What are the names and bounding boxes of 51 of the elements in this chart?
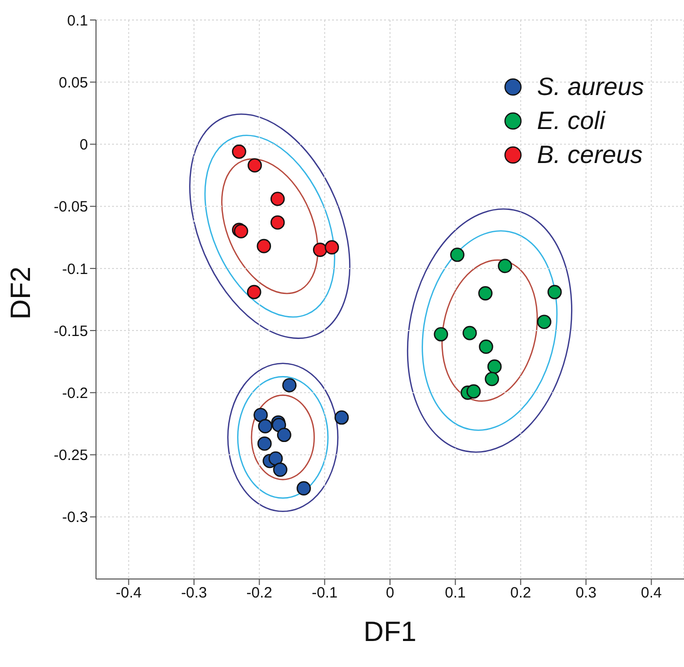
- legend-label: B. cereus: [536, 140, 643, 171]
- x-tick-label: -0.4: [116, 584, 142, 602]
- legend-label: E. coli: [536, 106, 606, 137]
- x-tick-label: 0.4: [640, 584, 662, 602]
- point: [434, 327, 448, 342]
- point: [282, 378, 297, 392]
- point: [246, 284, 262, 300]
- point: [334, 410, 349, 425]
- point: [296, 481, 311, 496]
- x-tick-label: 0.1: [444, 584, 466, 602]
- point: [270, 215, 285, 230]
- x-tick-label: 0.3: [576, 584, 596, 602]
- y-axis-title: DF2: [4, 266, 36, 320]
- point: [462, 326, 477, 340]
- point: [312, 242, 328, 257]
- y-tick-label: -0.15: [54, 322, 88, 340]
- y-tick-label: -0.1: [62, 260, 88, 278]
- point: [547, 284, 562, 300]
- x-tick-label: 0.2: [510, 584, 532, 602]
- point: [484, 372, 500, 386]
- point: [537, 314, 552, 330]
- x-axis-title: DF1: [364, 616, 416, 647]
- point: [253, 408, 268, 422]
- point: [498, 258, 512, 274]
- point: [256, 238, 272, 254]
- y-tick-label: -0.3: [62, 509, 88, 526]
- point: [270, 192, 285, 206]
- y-tick-label: -0.05: [54, 198, 88, 216]
- legend-label: S. aureus: [536, 72, 644, 103]
- y-tick-label: 0: [80, 136, 88, 154]
- point: [324, 240, 340, 254]
- y-tick-label: -0.2: [62, 384, 88, 402]
- point: [258, 419, 272, 434]
- point: [478, 286, 493, 300]
- y-tick-label: 0.05: [58, 74, 88, 92]
- point: [257, 436, 272, 451]
- point: [450, 248, 464, 262]
- y-tick-label: -0.25: [54, 447, 88, 464]
- point: [478, 340, 494, 354]
- point: [466, 384, 481, 399]
- point: [248, 158, 262, 172]
- y-tick-label: 0.1: [67, 12, 88, 30]
- x-tick-label: 0: [386, 584, 394, 602]
- point: [277, 428, 292, 442]
- point: [232, 144, 246, 159]
- point: [273, 462, 288, 477]
- x-tick-label: -0.3: [181, 584, 207, 602]
- point: [268, 451, 283, 466]
- x-tick-label: -0.2: [246, 584, 272, 602]
- x-tick-label: -0.1: [312, 584, 338, 602]
- point: [487, 359, 502, 374]
